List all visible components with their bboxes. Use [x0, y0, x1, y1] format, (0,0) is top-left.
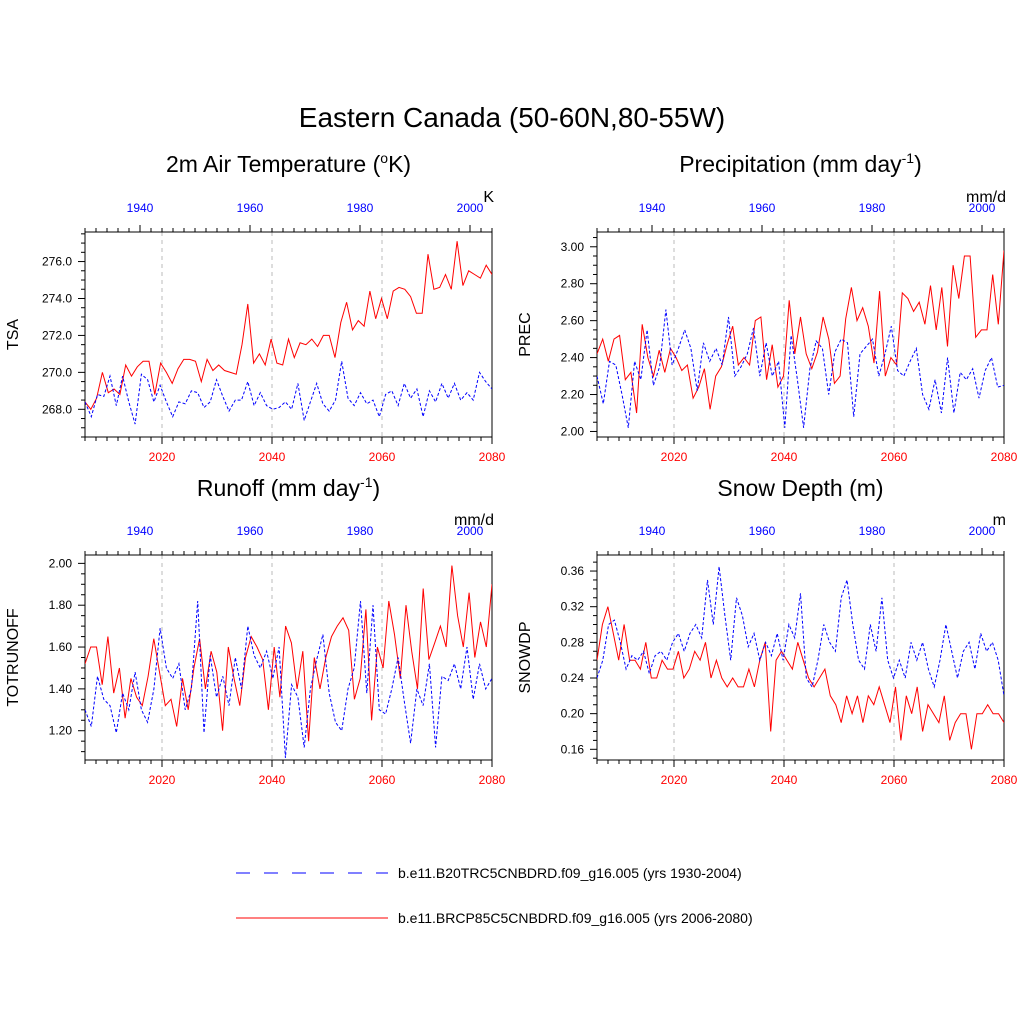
bottom-tick-label-tsa-2040: 2040 [259, 450, 286, 464]
y-tick-label-prec-3: 2.60 [561, 314, 585, 328]
y-tick-label-prec-2: 2.40 [561, 351, 585, 365]
top-tick-label-tsa-1980: 1980 [347, 201, 374, 215]
y-tick-label-prec-4: 2.80 [561, 277, 585, 291]
bottom-tick-label-prec-2060: 2060 [881, 450, 908, 464]
panel-title-snowdp: Snow Depth (m) [717, 475, 883, 501]
y-tick-label-prec-0: 2.00 [561, 424, 585, 438]
y-tick-label-tsa-1: 270.0 [42, 365, 72, 379]
bottom-tick-label-runoff-2060: 2060 [369, 773, 396, 787]
top-tick-label-tsa-1960: 1960 [237, 201, 264, 215]
chart-panel-tsa: 2m Air Temperature (oK) K 2020 2040 2060 2080… [5, 150, 506, 464]
y-tick-label-snowdp-0: 0.16 [561, 742, 585, 756]
figure-title: Eastern Canada (50-60N,80-55W) [299, 102, 725, 133]
y-tick-label-snowdp-3: 0.28 [561, 635, 585, 649]
units-label-runoff: mm/d [454, 512, 494, 529]
top-tick-label-tsa-2000: 2000 [457, 201, 484, 215]
y-tick-label-prec-5: 3.00 [561, 240, 585, 254]
bottom-tick-label-snowdp-2040: 2040 [771, 773, 798, 787]
y-tick-label-snowdp-5: 0.36 [561, 564, 585, 578]
series-line-rcp85-tsa [85, 241, 492, 411]
bottom-tick-label-snowdp-2060: 2060 [881, 773, 908, 787]
top-tick-label-prec-2000: 2000 [969, 201, 996, 215]
top-tick-label-snowdp-1940: 1940 [639, 524, 666, 538]
series-line-rcp85-snowdp [597, 606, 1004, 750]
bottom-tick-label-tsa-2080: 2080 [479, 450, 506, 464]
chart-panel-prec: Precipitation (mm day-1) mm/d 2020 2040 2060… [517, 150, 1018, 464]
legend: b.e11.B20TRC5CNBDRD.f09_g16.005 (yrs 193… [236, 865, 753, 926]
panel-title-prec: Precipitation (mm day-1) [679, 150, 922, 177]
y-axis-label-runoff: TOTRUNOFF [5, 608, 22, 707]
y-tick-label-runoff-3: 1.80 [49, 598, 73, 612]
top-tick-label-prec-1940: 1940 [639, 201, 666, 215]
series-line-rcp85-prec [597, 250, 1004, 414]
chart-panel-snowdp: Snow Depth (m) m 2020 2040 2060 2080 1940 1960 1… [517, 475, 1018, 787]
bottom-tick-label-runoff-2040: 2040 [259, 773, 286, 787]
y-tick-label-runoff-1: 1.40 [49, 682, 73, 696]
top-tick-label-runoff-2000: 2000 [457, 524, 484, 538]
y-tick-label-tsa-3: 274.0 [42, 291, 72, 305]
y-tick-label-snowdp-1: 0.20 [561, 707, 585, 721]
bottom-tick-label-snowdp-2080: 2080 [991, 773, 1018, 787]
chart-panel-runoff: Runoff (mm day-1) mm/d 2020 2040 2060 2080 194… [5, 474, 506, 787]
panel-title-tsa: 2m Air Temperature (oK) [166, 150, 411, 177]
y-tick-label-tsa-0: 268.0 [42, 402, 72, 416]
bottom-tick-label-tsa-2020: 2020 [149, 450, 176, 464]
top-tick-label-runoff-1960: 1960 [237, 524, 264, 538]
top-tick-label-runoff-1940: 1940 [127, 524, 154, 538]
y-tick-label-tsa-4: 276.0 [42, 255, 72, 269]
y-tick-label-runoff-0: 1.20 [49, 724, 73, 738]
y-axis-label-prec: PREC [517, 312, 534, 356]
units-label-snowdp: m [993, 512, 1006, 529]
y-tick-label-snowdp-2: 0.24 [561, 671, 585, 685]
series-line-historical-runoff [85, 600, 492, 758]
plot-frame-prec [596, 231, 1005, 438]
bottom-tick-label-runoff-2080: 2080 [479, 773, 506, 787]
plot-frame-runoff [84, 554, 493, 761]
top-tick-label-snowdp-1980: 1980 [859, 524, 886, 538]
legend-label-historical: b.e11.B20TRC5CNBDRD.f09_g16.005 (yrs 193… [398, 865, 742, 881]
plot-frame-tsa [84, 231, 493, 438]
units-label-tsa: K [483, 189, 494, 206]
bottom-tick-label-prec-2040: 2040 [771, 450, 798, 464]
series-line-historical-prec [597, 309, 1004, 428]
bottom-tick-label-runoff-2020: 2020 [149, 773, 176, 787]
bottom-tick-label-prec-2080: 2080 [991, 450, 1018, 464]
top-tick-label-snowdp-2000: 2000 [969, 524, 996, 538]
top-tick-label-prec-1980: 1980 [859, 201, 886, 215]
plot-frame-snowdp [596, 554, 1005, 761]
y-tick-label-runoff-2: 1.60 [49, 640, 73, 654]
legend-label-rcp85: b.e11.BRCP85C5CNBDRD.f09_g16.005 (yrs 20… [398, 910, 753, 926]
bottom-tick-label-tsa-2060: 2060 [369, 450, 396, 464]
units-label-prec: mm/d [966, 189, 1006, 206]
series-line-historical-snowdp [597, 566, 1004, 696]
top-tick-label-snowdp-1960: 1960 [749, 524, 776, 538]
y-tick-label-snowdp-4: 0.32 [561, 600, 585, 614]
bottom-tick-label-snowdp-2020: 2020 [661, 773, 688, 787]
y-tick-label-tsa-2: 272.0 [42, 328, 72, 342]
top-tick-label-runoff-1980: 1980 [347, 524, 374, 538]
y-axis-label-tsa: TSA [5, 319, 22, 350]
panel-title-runoff: Runoff (mm day-1) [197, 474, 380, 501]
top-tick-label-tsa-1940: 1940 [127, 201, 154, 215]
series-line-historical-tsa [85, 361, 492, 425]
y-tick-label-prec-1: 2.20 [561, 388, 585, 402]
series-line-rcp85-runoff [85, 565, 492, 742]
y-tick-label-runoff-4: 2.00 [49, 556, 73, 570]
top-tick-label-prec-1960: 1960 [749, 201, 776, 215]
y-axis-label-snowdp: SNOWDP [517, 622, 534, 694]
bottom-tick-label-prec-2020: 2020 [661, 450, 688, 464]
